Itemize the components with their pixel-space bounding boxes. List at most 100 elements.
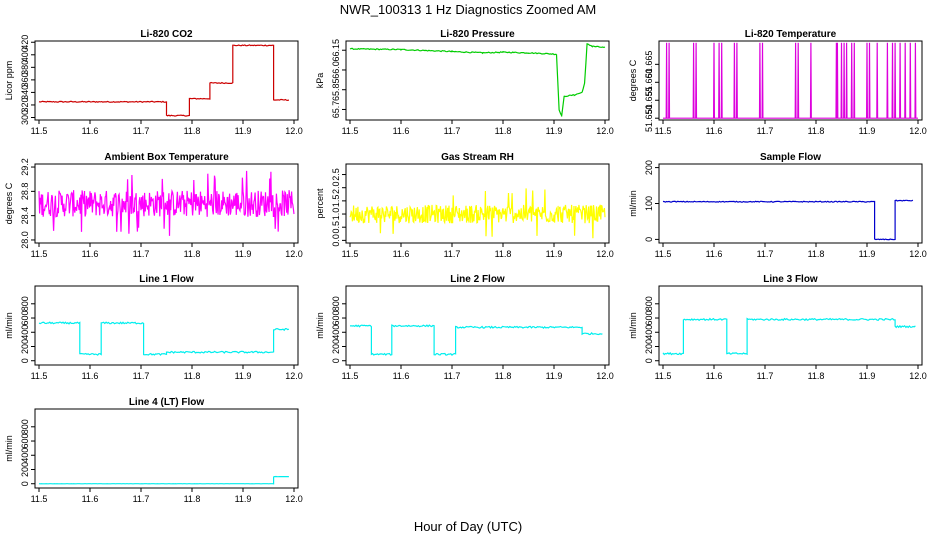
y-tick-label: 0 (644, 237, 654, 242)
y-tick-label: 200 (644, 339, 654, 354)
x-tick-label: 11.6 (82, 249, 99, 259)
x-tick-label: 11.9 (546, 371, 563, 381)
series-line (349, 43, 606, 117)
y-tick-label: 320 (20, 97, 30, 112)
y-tick-label: 65.7 (331, 101, 341, 119)
x-tick-label: 11.5 (655, 249, 672, 259)
panel-title: Line 1 Flow (139, 274, 194, 285)
panel-8: Line 2 Flow ml/min 11.5 11.6 11.7 11.8 11.9 12.… (315, 274, 614, 381)
y-axis-label: kPa (315, 73, 325, 89)
x-tick-label: 11.8 (184, 371, 201, 381)
plot-frame (34, 285, 299, 366)
y-axis-label: degrees C (4, 182, 14, 224)
x-tick-label: 11.7 (444, 249, 461, 259)
x-tick-label: 12.0 (909, 371, 927, 381)
x-tick-label: 11.5 (342, 371, 359, 381)
panel-3: Li-820 Temperature degrees C 11.5 11.6 11.7 1… (628, 29, 927, 136)
x-tick-label: 11.5 (655, 126, 672, 136)
panel-2: Li-820 Pressure kPa 11.5 11.6 11.7 11.8 11.9 12… (315, 29, 614, 136)
series-line (349, 324, 603, 356)
panel-1: Li-820 CO2 Licor ppm 11.5 11.6 11.7 11.8 11.9 1… (4, 29, 303, 136)
x-tick-label: 11.7 (757, 249, 774, 259)
y-tick-label: 65.85 (331, 78, 341, 101)
x-tick-label: 12.0 (596, 249, 614, 259)
y-axis-label: Licor ppm (4, 61, 14, 101)
x-tick-label: 12.0 (285, 371, 303, 381)
x-tick-label: 11.6 (393, 249, 410, 259)
y-tick-label: 400 (644, 325, 654, 340)
y-axis-label: ml/min (4, 312, 14, 339)
x-tick-label: 11.8 (184, 249, 201, 259)
y-axis-label: ml/min (628, 190, 638, 217)
x-tick-label: 11.9 (546, 126, 563, 136)
y-tick-label: 340 (20, 85, 30, 100)
x-tick-label: 11.5 (655, 371, 672, 381)
y-tick-label: 1.5 (331, 195, 341, 208)
panel-title: Ambient Box Temperature (104, 152, 229, 163)
x-tick-label: 11.8 (495, 249, 512, 259)
series-line (662, 199, 914, 241)
x-tick-label: 11.9 (859, 249, 876, 259)
series-line (38, 44, 290, 117)
x-tick-label: 12.0 (596, 126, 614, 136)
panel-title: Line 4 (LT) Flow (129, 397, 205, 408)
x-tick-label: 11.9 (546, 249, 563, 259)
figure-title: NWR_100313 1 Hz Diagnostics Zoomed AM (340, 2, 597, 17)
x-tick-label: 11.7 (444, 371, 461, 381)
y-tick-label: 200 (20, 339, 30, 354)
x-tick-label: 11.5 (31, 249, 48, 259)
series-line (38, 475, 289, 485)
y-tick-label: 28.4 (20, 207, 30, 225)
y-tick-label: 200 (331, 339, 341, 354)
y-tick-label: 0 (331, 358, 341, 363)
y-tick-label: 380 (20, 60, 30, 75)
series-line (38, 170, 295, 236)
x-tick-label: 11.8 (495, 371, 512, 381)
series-line (349, 188, 606, 239)
y-tick-label: 100 (644, 196, 654, 211)
y-tick-label: 51.650 (644, 104, 654, 132)
y-tick-label: 66.15 (331, 39, 341, 62)
y-tick-label: 800 (20, 419, 30, 434)
y-tick-label: 400 (20, 448, 30, 463)
x-tick-label: 11.9 (859, 371, 876, 381)
x-tick-label: 11.8 (808, 126, 825, 136)
x-tick-label: 11.6 (706, 126, 723, 136)
y-tick-label: 66.0 (331, 61, 341, 79)
x-tick-label: 11.6 (393, 126, 410, 136)
y-tick-label: 400 (20, 47, 30, 62)
plot-frame (658, 285, 923, 366)
y-tick-label: 51.660 (644, 69, 654, 97)
y-tick-label: 1.0 (331, 208, 341, 221)
plot-frame (658, 40, 923, 121)
x-tick-label: 11.7 (133, 494, 150, 504)
x-tick-label: 11.9 (235, 126, 252, 136)
x-tick-label: 11.5 (31, 494, 48, 504)
x-tick-label: 11.6 (706, 249, 723, 259)
y-tick-label: 400 (331, 325, 341, 340)
y-tick-label: 800 (20, 296, 30, 311)
y-tick-label: 0 (20, 481, 30, 486)
x-tick-label: 11.9 (235, 494, 252, 504)
y-tick-label: 2.0 (331, 181, 341, 194)
x-tick-label: 11.7 (133, 371, 150, 381)
x-tick-label: 11.6 (82, 126, 99, 136)
y-tick-label: 200 (20, 462, 30, 477)
y-tick-label: 200 (644, 160, 654, 175)
plot-frame (345, 40, 610, 121)
x-tick-label: 11.8 (184, 494, 201, 504)
y-tick-label: 600 (20, 311, 30, 326)
y-axis-label: percent (315, 188, 325, 219)
panel-title: Line 2 Flow (450, 274, 505, 285)
x-tick-label: 12.0 (909, 249, 927, 259)
plot-frame (34, 40, 299, 121)
x-tick-label: 11.8 (808, 371, 825, 381)
y-tick-label: 0 (644, 358, 654, 363)
x-tick-label: 11.8 (184, 126, 201, 136)
panel-9: Line 3 Flow ml/min 11.5 11.6 11.7 11.8 11.9 12.… (628, 274, 927, 381)
x-tick-label: 11.8 (808, 249, 825, 259)
y-tick-label: 28.0 (20, 231, 30, 249)
x-tick-label: 11.9 (235, 249, 252, 259)
figure-xlabel: Hour of Day (UTC) (414, 519, 522, 534)
